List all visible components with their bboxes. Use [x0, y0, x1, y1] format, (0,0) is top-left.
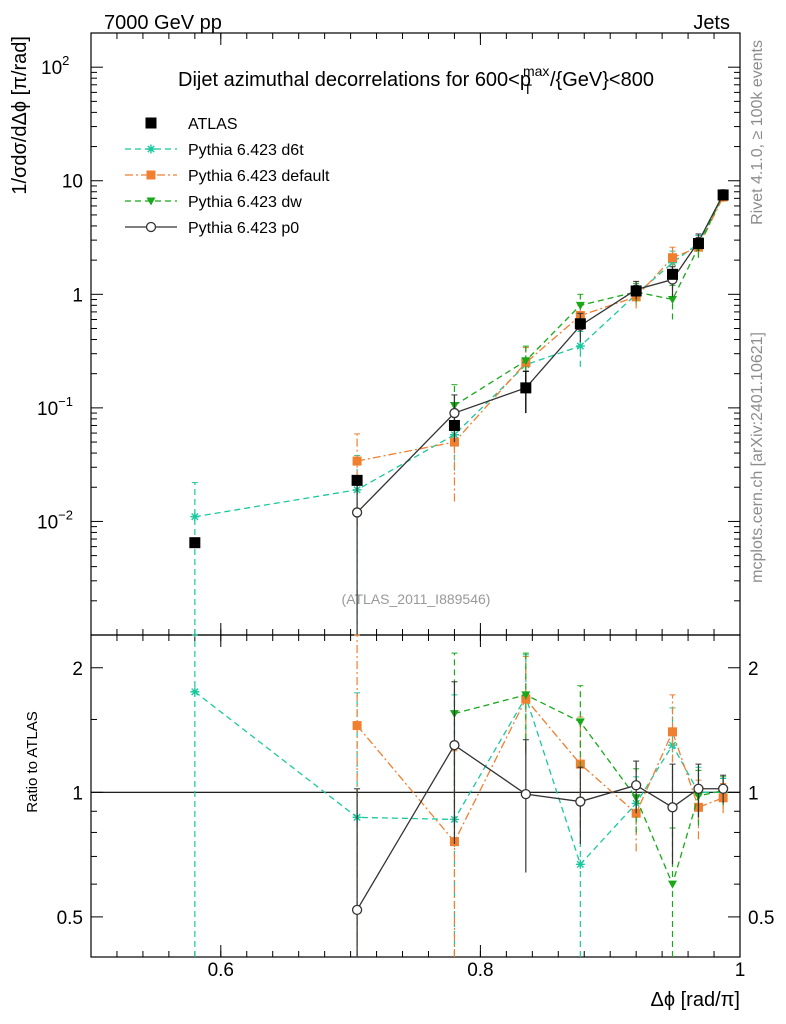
- ratio-point: [631, 780, 642, 791]
- legend-marker: [146, 170, 156, 180]
- category-label: Jets: [693, 12, 730, 34]
- data-point: [190, 512, 200, 522]
- data-point: [574, 318, 586, 330]
- legend-entry: Pythia 6.423 default: [125, 168, 330, 185]
- collision-label: 7000 GeV pp: [104, 12, 222, 34]
- ratio-point: [520, 788, 531, 800]
- series-line: [454, 194, 724, 407]
- data-point: [668, 258, 678, 268]
- ratio-tick-label: 1: [72, 783, 83, 804]
- chart-title-sup: max: [523, 63, 549, 79]
- ratio-point: [352, 721, 362, 731]
- data-point: [717, 189, 729, 201]
- ratio-series-pythia-6-423-p0: [351, 681, 729, 957]
- ratio-tick-label: 0.5: [57, 908, 83, 929]
- legend-entry: ATLAS: [145, 116, 238, 133]
- y-tick-label: 10−2: [37, 507, 73, 533]
- ratio-point: [521, 691, 531, 700]
- ratio-point: [575, 718, 585, 727]
- legend-label: Pythia 6.423 d6t: [188, 142, 304, 159]
- data-point: [449, 407, 460, 419]
- ratio-point: [717, 783, 729, 794]
- legend-entry: Pythia 6.423 dw: [125, 194, 302, 211]
- data-point: [351, 507, 363, 518]
- series-layer: [189, 189, 729, 635]
- ratio-point: [667, 802, 678, 813]
- data-point: [351, 474, 363, 486]
- series-line: [194, 195, 724, 518]
- data-point: [630, 285, 642, 297]
- chart-title: Dijet azimuthal decorrelations for 600<p…: [178, 63, 654, 97]
- ratio-tick-label: 2: [72, 659, 83, 680]
- legend-entry: Pythia 6.423 d6t: [125, 142, 304, 159]
- series-line: [356, 193, 724, 513]
- ratio-line: [194, 691, 724, 866]
- data-point: [189, 537, 201, 549]
- ratio-point: [190, 687, 200, 697]
- legend-marker: [146, 144, 156, 154]
- legend-marker: [145, 117, 157, 129]
- data-point: [575, 341, 585, 351]
- ratio-line: [356, 744, 724, 911]
- legend-entry: Pythia 6.423 p0: [125, 220, 299, 237]
- ratio-point: [449, 740, 460, 751]
- y-axis-label: 1/σdσ/dΔϕ [π/rad]: [9, 36, 31, 195]
- data-point: [520, 382, 532, 394]
- ratio-point: [668, 880, 678, 889]
- ratio-series-pythia-6-423-d6t: [190, 634, 728, 957]
- legend-marker: [145, 221, 157, 233]
- ratio-frame: [90, 634, 741, 958]
- data-point: [521, 357, 531, 366]
- data-point: [667, 268, 679, 280]
- ratio-line: [356, 697, 724, 843]
- mcplots-label: mcplots.cern.ch [arXiv:2401.10621]: [749, 332, 766, 583]
- data-point: [448, 419, 460, 431]
- ratio-tick-label-right: 2: [748, 659, 759, 680]
- rivet-label: Rivet 4.1.0, ≥ 100k events: [749, 40, 766, 225]
- chart-title-tail: /{GeV}<800: [550, 69, 654, 91]
- y-tick-label: 102: [41, 53, 69, 79]
- y-tick-label: 10−1: [37, 394, 73, 420]
- ratio-tick-label-right: 1: [748, 783, 759, 804]
- data-point: [352, 456, 362, 466]
- ratio-point: [668, 727, 678, 737]
- ratio-point: [575, 796, 586, 807]
- chart-title-sub: T: [523, 81, 532, 97]
- ratio-tick-label-right: 0.5: [748, 908, 774, 929]
- ratio-y-axis-label: Ratio to ATLAS: [24, 711, 41, 812]
- x-tick-label: 0.8: [467, 960, 493, 981]
- legend-label: ATLAS: [188, 116, 238, 133]
- chart-title-main: Dijet azimuthal decorrelations for 600<p: [178, 69, 531, 91]
- ratio-layer: [190, 634, 729, 957]
- x-axis-label: Δϕ [rad/π]: [651, 989, 741, 1011]
- ratio-point: [693, 783, 704, 794]
- y-tick-label: 1: [72, 285, 83, 306]
- x-tick-label: 1: [735, 960, 746, 981]
- legend-marker: [146, 197, 156, 206]
- ticks-layer: 0.6 0.8 1 10−2 10−1 1 10 102 0.5 0.5 1 1 2 2: [37, 32, 774, 981]
- y-tick-label: 10: [62, 172, 83, 193]
- legend-label: Pythia 6.423 default: [188, 168, 330, 185]
- analysis-label: (ATLAS_2011_I889546): [342, 591, 491, 607]
- data-point: [668, 253, 678, 263]
- data-point: [575, 301, 585, 310]
- series-pythia-6-423-dw: [449, 189, 728, 443]
- legend-label: Pythia 6.423 p0: [188, 220, 299, 237]
- ratio-point: [575, 859, 585, 869]
- ratio-point: [351, 904, 363, 916]
- legend: ATLAS Pythia 6.423 d6t Pythia 6.423 defaul…: [125, 116, 330, 237]
- legend-label: Pythia 6.423 dw: [188, 194, 302, 211]
- series-line: [356, 196, 724, 462]
- data-point: [692, 238, 704, 250]
- ratio-series-pythia-6-423-dw: [449, 652, 728, 957]
- data-point: [668, 296, 678, 305]
- series-atlas: [189, 189, 729, 549]
- x-tick-label: 0.6: [208, 960, 234, 981]
